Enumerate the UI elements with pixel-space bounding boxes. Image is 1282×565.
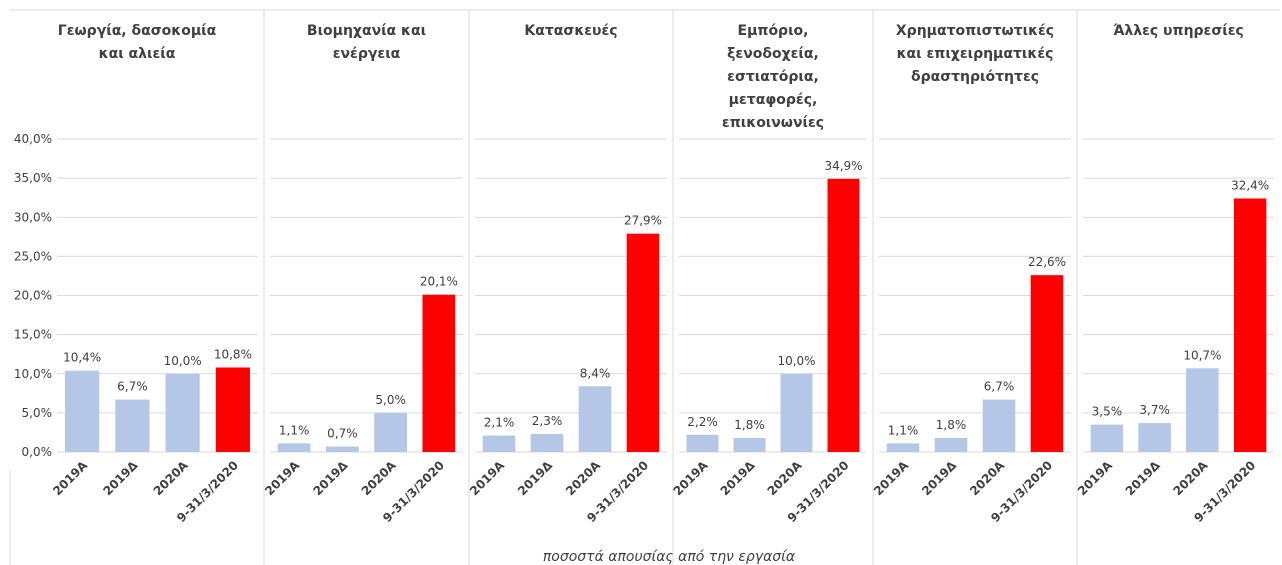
value-label: 27,9% <box>624 214 662 228</box>
x-tick-label: 2019Δ <box>310 458 351 499</box>
value-label: 1,8% <box>734 418 765 432</box>
x-tick-label: 2020Α <box>765 458 806 499</box>
value-label: 1,1% <box>279 423 310 437</box>
bar <box>1030 275 1064 452</box>
value-label: 22,6% <box>1028 255 1066 269</box>
x-tick-label: 2019Α <box>467 458 508 499</box>
bar <box>1186 368 1219 452</box>
bar <box>780 373 813 452</box>
bar <box>1138 423 1171 452</box>
x-tick-label: 2020Α <box>359 458 400 499</box>
y-tick-label: 30,0% <box>14 210 52 224</box>
panel-title: Βιομηχανία και <box>307 23 426 39</box>
panel-title: Εμπόριο, <box>738 23 809 39</box>
x-tick-label: 2020Α <box>1170 458 1211 499</box>
x-tick-label: 2019Α <box>671 458 712 499</box>
bar <box>1233 198 1267 452</box>
value-label: 1,8% <box>936 418 967 432</box>
panel-title: Άλλες υπηρεσίες <box>1113 23 1244 39</box>
value-label: 1,1% <box>888 423 919 437</box>
bar <box>65 370 100 452</box>
value-label: 6,7% <box>984 380 1015 394</box>
y-tick-label: 15,0% <box>14 328 52 342</box>
x-tick-label: 2019Δ <box>515 458 556 499</box>
y-tick-label: 5,0% <box>22 406 53 420</box>
x-tick-label: 2019Δ <box>919 458 960 499</box>
y-tick-label: 20,0% <box>14 289 52 303</box>
bar <box>422 294 456 452</box>
panel-title: Γεωργία, δασοκομία <box>58 23 217 39</box>
bar <box>482 435 516 452</box>
panel-title: και αλιεία <box>99 46 176 62</box>
x-tick-label: 2019Α <box>50 458 91 499</box>
bar <box>934 437 968 452</box>
x-tick-label: 2019Α <box>1075 458 1116 499</box>
panel-title: ξενοδοχεία, <box>727 46 819 62</box>
bar <box>982 399 1016 452</box>
y-tick-label: 35,0% <box>14 171 52 185</box>
x-tick-label: 2019Α <box>871 458 912 499</box>
bar <box>827 178 860 452</box>
panel-title: μεταφορές, <box>729 92 818 108</box>
panel-title: και επιχειρηματικές <box>897 46 1054 62</box>
y-tick-label: 0,0% <box>22 445 53 459</box>
bar <box>115 399 150 452</box>
value-label: 10,0% <box>164 354 202 368</box>
value-label: 10,4% <box>63 351 101 365</box>
x-tick-label: 2019Δ <box>100 458 141 499</box>
bar <box>733 437 766 452</box>
bar <box>626 233 660 452</box>
value-label: 34,9% <box>824 159 862 173</box>
panel-title: ενέργεια <box>333 46 401 62</box>
x-tick-label: 2020Α <box>967 458 1008 499</box>
value-label: 3,7% <box>1139 403 1170 417</box>
value-label: 2,1% <box>484 416 515 430</box>
panel-title: Χρηματοπιστωτικές <box>896 23 1054 39</box>
bar <box>374 412 408 452</box>
x-tick-label: 2020Α <box>151 458 192 499</box>
bar <box>1090 424 1124 452</box>
panel-title: δραστηριότητες <box>911 69 1039 85</box>
value-label: 10,0% <box>777 354 815 368</box>
y-tick-label: 10,0% <box>14 367 52 381</box>
x-tick-label: 2020Α <box>563 458 604 499</box>
value-label: 2,2% <box>687 415 718 429</box>
y-tick-label: 40,0% <box>14 132 52 146</box>
value-label: 5,0% <box>375 393 406 407</box>
panel-title: επικοινωνίες <box>722 115 824 131</box>
bar <box>530 434 564 452</box>
x-axis-label: ποσοστά απουσίας από την εργασία <box>543 549 796 565</box>
x-tick-label: 2019Α <box>262 458 303 499</box>
value-label: 8,4% <box>580 366 611 380</box>
bar <box>165 373 200 452</box>
value-label: 32,4% <box>1231 178 1269 192</box>
value-label: 6,7% <box>117 380 148 394</box>
panel-title: Κατασκευές <box>524 23 617 39</box>
y-tick-label: 25,0% <box>14 249 52 263</box>
bar <box>686 434 719 452</box>
bar <box>578 386 612 452</box>
bar <box>325 446 359 452</box>
value-label: 10,8% <box>214 347 252 361</box>
x-tick-label: 2019Δ <box>1123 458 1164 499</box>
bar <box>215 367 250 452</box>
value-label: 3,5% <box>1092 405 1123 419</box>
value-label: 2,3% <box>532 414 563 428</box>
value-label: 0,7% <box>327 427 358 441</box>
x-tick-label: 2019Δ <box>718 458 759 499</box>
bar <box>886 443 920 452</box>
value-label: 10,7% <box>1183 348 1221 362</box>
value-label: 20,1% <box>420 275 458 289</box>
bar <box>277 443 311 452</box>
panel-title: εστιατόρια, <box>727 69 819 85</box>
